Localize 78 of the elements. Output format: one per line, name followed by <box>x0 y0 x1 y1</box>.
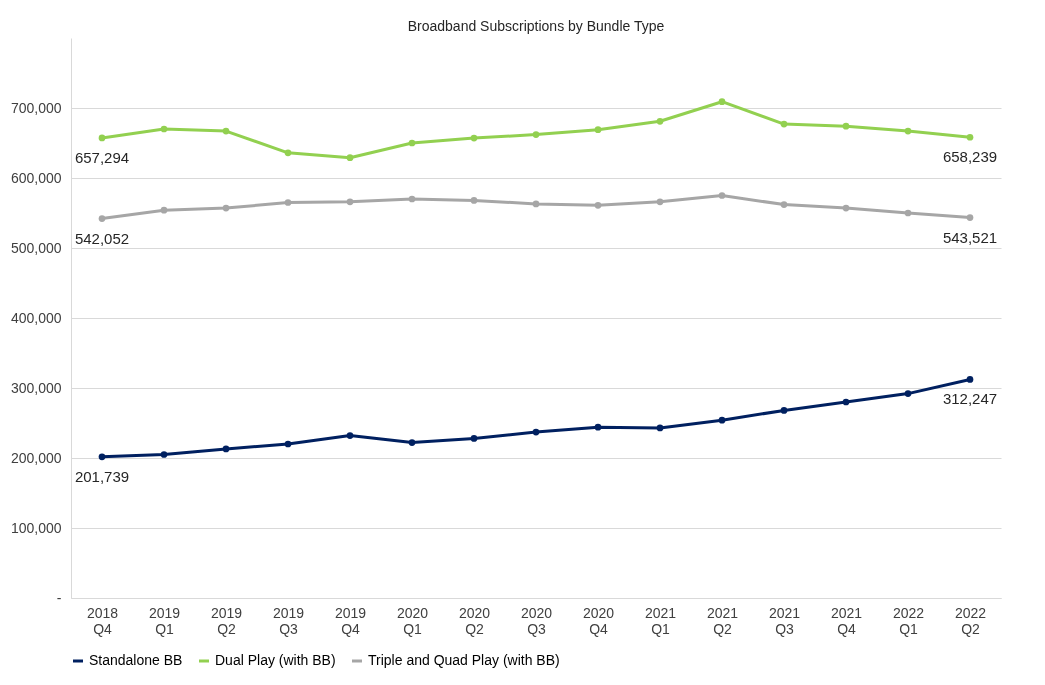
x-tick-label: 2020 Q2 <box>458 604 491 637</box>
point <box>284 440 292 448</box>
point <box>656 117 664 125</box>
point <box>966 376 974 383</box>
point <box>284 149 292 157</box>
x-tick-label: 2021 Q4 <box>830 604 863 637</box>
y-tick-label: 300,000 <box>10 379 62 396</box>
point <box>98 453 106 461</box>
data-label: 201,739 <box>74 467 130 485</box>
point <box>904 127 912 135</box>
point <box>718 192 726 199</box>
point <box>532 131 540 138</box>
y-tick-label: - <box>56 589 62 606</box>
point <box>346 198 354 206</box>
point <box>594 201 602 209</box>
x-tick-label: 2019 Q1 <box>148 604 181 637</box>
y-tick-label: 200,000 <box>10 449 62 466</box>
data-label: 658,239 <box>942 148 998 166</box>
point <box>160 125 168 133</box>
point <box>594 126 602 134</box>
point <box>470 134 478 142</box>
point <box>780 407 788 414</box>
point <box>904 209 912 217</box>
point <box>532 200 540 208</box>
point <box>98 215 106 222</box>
point <box>718 98 726 106</box>
point <box>842 398 850 406</box>
point <box>780 120 788 128</box>
x-tick-label: 2021 Q3 <box>768 604 801 637</box>
point <box>718 416 726 424</box>
point <box>966 214 974 221</box>
x-tick-label: 2020 Q4 <box>582 604 615 637</box>
data-label: 543,521 <box>942 228 998 246</box>
x-tick-label: 2019 Q3 <box>272 604 305 637</box>
point <box>284 199 292 206</box>
x-tick-label: 2021 Q1 <box>644 604 677 637</box>
x-tick-label: 2022 Q1 <box>892 604 925 637</box>
point <box>222 204 230 212</box>
point <box>408 195 416 203</box>
point <box>842 204 850 212</box>
point <box>346 154 354 162</box>
point <box>656 424 664 432</box>
data-label: 542,052 <box>74 229 130 247</box>
point <box>160 451 168 458</box>
point <box>532 428 540 436</box>
legend-label: Triple and Quad Play (with BB) <box>368 652 560 668</box>
y-tick-label: 500,000 <box>10 239 62 256</box>
data-label: 657,294 <box>74 148 130 166</box>
x-tick-label: 2021 Q2 <box>706 604 739 637</box>
point <box>222 127 230 135</box>
legend-label: Dual Play (with BB) <box>215 652 336 668</box>
x-tick-label: 2019 Q4 <box>334 604 367 637</box>
chart-title: Broadband Subscriptions by Bundle Type <box>407 18 665 34</box>
point <box>470 197 478 204</box>
point <box>470 435 478 442</box>
point <box>222 445 230 453</box>
x-tick-label: 2020 Q1 <box>396 604 429 637</box>
point <box>346 432 354 439</box>
x-tick-label: 2019 Q2 <box>210 604 243 637</box>
point <box>98 134 106 142</box>
y-tick-label: 400,000 <box>10 309 62 326</box>
point <box>408 139 416 147</box>
point <box>160 206 168 214</box>
x-tick-label: 2022 Q2 <box>954 604 987 637</box>
legend-label: Standalone BB <box>89 652 183 668</box>
y-tick-label: 600,000 <box>10 169 62 186</box>
point <box>594 423 602 431</box>
y-tick-label: 700,000 <box>10 99 62 116</box>
point <box>966 133 974 141</box>
point <box>408 439 416 446</box>
point <box>842 122 850 130</box>
x-tick-label: 2020 Q3 <box>520 604 553 637</box>
point <box>656 198 664 206</box>
data-label: 312,247 <box>942 390 998 408</box>
y-tick-label: 100,000 <box>10 519 62 536</box>
point <box>780 201 788 208</box>
point <box>904 390 912 397</box>
x-tick-label: 2018 Q4 <box>86 604 119 637</box>
